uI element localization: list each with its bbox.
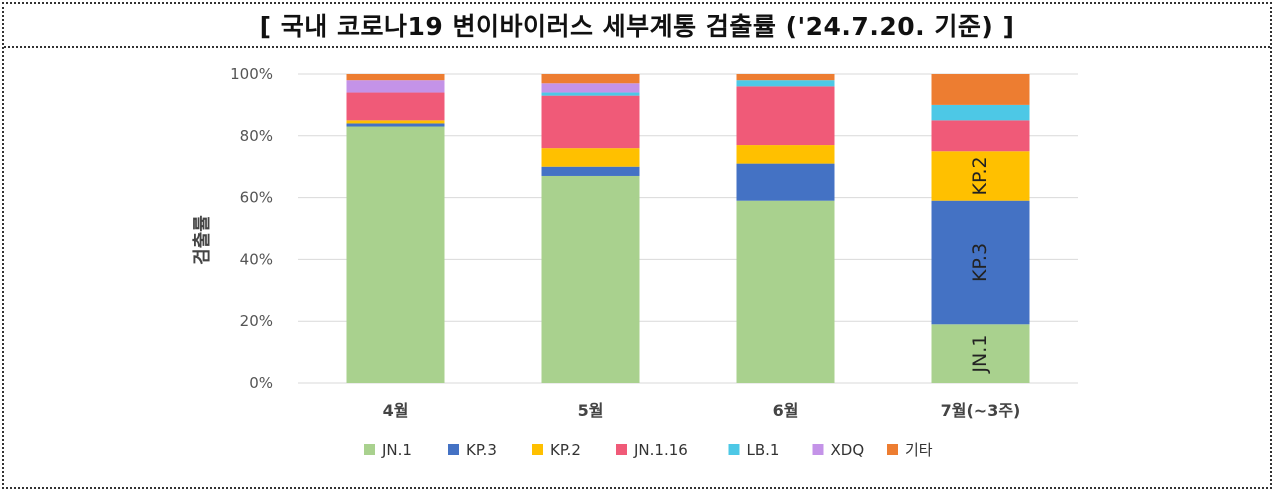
bar-segment — [541, 83, 640, 93]
legend-swatch — [448, 444, 459, 455]
legend-swatch — [364, 444, 375, 455]
bar-segment — [736, 86, 835, 146]
legend-label: KP.2 — [550, 441, 581, 459]
bar-segment — [931, 324, 1030, 383]
data-label: JN.1 — [969, 335, 991, 374]
bar-segment — [736, 200, 835, 383]
bar-segment — [346, 74, 445, 81]
bar-segment — [541, 95, 640, 149]
bar-segment — [931, 151, 1030, 201]
legend-swatch — [532, 444, 543, 455]
y-tick-label: 60% — [240, 189, 273, 207]
bar-segment — [541, 175, 640, 383]
bar-segment — [541, 148, 640, 167]
y-tick-label: 20% — [240, 312, 273, 330]
legend-label: 기타 — [905, 441, 933, 459]
x-category-label: 7월(~3주) — [941, 401, 1021, 420]
bar-segment — [736, 74, 835, 81]
x-category-label: 5월 — [578, 401, 604, 420]
y-tick-label: 80% — [240, 127, 273, 145]
bar-segment — [346, 92, 445, 121]
legend-label: KP.3 — [466, 441, 497, 459]
bar-segment — [541, 166, 640, 176]
legend-label: JN.1 — [381, 441, 412, 459]
legend-label: LB.1 — [747, 441, 780, 459]
bar-segment — [736, 145, 835, 164]
legend-swatch — [616, 444, 627, 455]
legend-swatch — [728, 444, 740, 455]
bar-segment — [931, 120, 1030, 152]
bar-segment — [346, 120, 445, 124]
legend-label: XDQ — [831, 441, 865, 459]
x-category-label: 6월 — [773, 401, 799, 420]
bar-segment — [541, 92, 640, 96]
bar-segment — [931, 200, 1030, 325]
y-axis-title: 검출률 — [192, 215, 213, 265]
chart-title: [ 국내 코로나19 변이바이러스 세부계통 검출률 ('24.7.20. 기준… — [259, 12, 1015, 41]
y-tick-label: 100% — [230, 65, 273, 83]
legend-swatch — [812, 444, 824, 455]
legend-label: JN.1.16 — [633, 441, 688, 459]
legend-swatch — [887, 444, 898, 455]
x-category-label: 4월 — [383, 401, 409, 420]
bar-segment — [541, 74, 640, 84]
bar-segment — [346, 126, 445, 383]
bar-segment — [346, 123, 445, 127]
data-label: KP.3 — [969, 243, 991, 282]
y-tick-label: 40% — [240, 250, 273, 268]
bar-segment — [931, 104, 1030, 121]
data-label: KP.2 — [969, 156, 991, 195]
bar-segment — [346, 80, 445, 93]
y-tick-label: 0% — [249, 374, 273, 392]
title-bar: [ 국내 코로나19 변이바이러스 세부계통 검출률 ('24.7.20. 기준… — [4, 4, 1270, 48]
bar-segment — [736, 80, 835, 87]
bar-segment — [931, 74, 1030, 105]
bar-segment — [736, 163, 835, 201]
